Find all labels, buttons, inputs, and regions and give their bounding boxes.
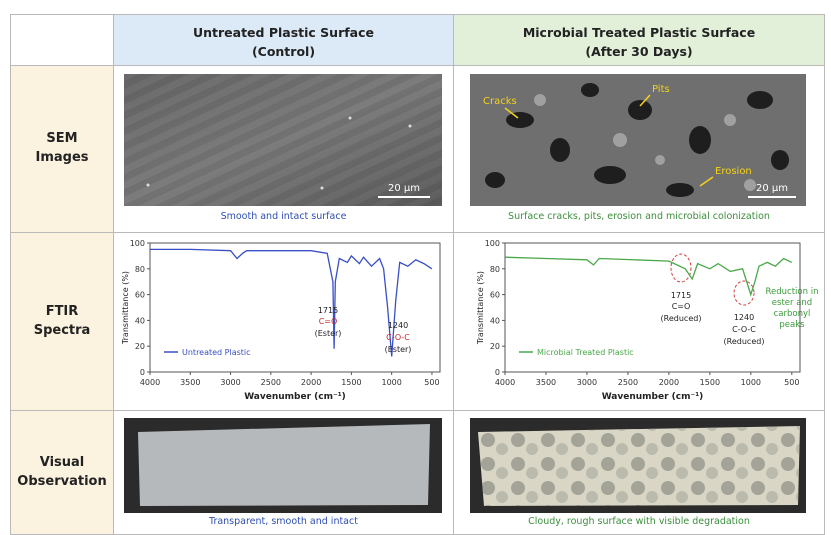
sem-label: Erosion <box>715 166 752 177</box>
x-axis-label: Wavenumber (cm⁻¹) <box>602 392 704 402</box>
y-tick-label: 100 <box>485 239 500 248</box>
x-tick-label: 1000 <box>381 378 401 387</box>
x-tick-label: 2500 <box>261 378 281 387</box>
annotation: (Ester) <box>385 345 412 354</box>
scale-label: 20 µm <box>388 183 420 194</box>
y-tick-label: 100 <box>130 239 145 248</box>
x-tick-label: 1500 <box>700 378 720 387</box>
y-tick-label: 80 <box>490 265 500 274</box>
legend-label: Untreated Plastic <box>182 348 251 357</box>
legend-label: Microbial Treated Plastic <box>537 348 634 357</box>
x-tick-label: 2500 <box>618 378 638 387</box>
y-axis-label: Transmittance (%) <box>121 271 130 345</box>
y-tick-label: 0 <box>140 368 145 377</box>
x-tick-label: 3000 <box>220 378 240 387</box>
x-tick-label: 3000 <box>577 378 597 387</box>
comparison-figure: Untreated Plastic Surface (Control) Micr… <box>0 0 831 535</box>
y-tick-label: 0 <box>495 368 500 377</box>
annotation: (Ester) <box>315 329 342 338</box>
y-axis-label: Transmittance (%) <box>476 271 485 345</box>
x-tick-label: 4000 <box>495 378 515 387</box>
x-tick-label: 2000 <box>301 378 321 387</box>
annotation: C-O-C <box>732 325 756 334</box>
annotation: 1240 <box>734 313 754 322</box>
x-tick-label: 4000 <box>140 378 160 387</box>
particle <box>321 187 324 190</box>
annotation: 1715 <box>671 291 691 300</box>
annotation: 1715 <box>318 306 338 315</box>
x-tick-label: 500 <box>424 378 439 387</box>
annotation: (Reduced) <box>724 337 765 346</box>
x-tick-label: 500 <box>784 378 799 387</box>
annotation: C-O-C <box>386 333 410 342</box>
annotation: C=O <box>319 317 338 326</box>
particle <box>147 184 150 187</box>
y-tick-label: 20 <box>490 342 500 351</box>
overlay: 20 µm Cracks Pits Erosion 20 µm 0 20 40 60 8… <box>0 0 831 535</box>
degradation-texture <box>478 426 800 506</box>
y-tick-label: 80 <box>135 265 145 274</box>
x-axis-label: Wavenumber (cm⁻¹) <box>244 392 346 402</box>
sem-label: Cracks <box>483 96 517 107</box>
annotation: 1240 <box>388 321 408 330</box>
scale-label: 20 µm <box>756 183 788 194</box>
particle <box>349 117 352 120</box>
x-tick-label: 2000 <box>659 378 679 387</box>
annotation: (Reduced) <box>661 314 702 323</box>
y-tick-label: 60 <box>135 291 145 300</box>
y-tick-label: 60 <box>490 291 500 300</box>
plastic-sheet <box>138 424 430 506</box>
y-tick-label: 20 <box>135 342 145 351</box>
x-tick-label: 3500 <box>536 378 556 387</box>
x-tick-label: 1000 <box>741 378 761 387</box>
annotation: C=O <box>672 302 691 311</box>
series-line <box>505 257 792 294</box>
sem-label: Pits <box>652 84 670 95</box>
particle <box>409 125 412 128</box>
y-tick-label: 40 <box>135 316 145 325</box>
x-tick-label: 1500 <box>341 378 361 387</box>
y-tick-label: 40 <box>490 316 500 325</box>
peak-highlight <box>671 254 691 282</box>
x-tick-label: 3500 <box>180 378 200 387</box>
